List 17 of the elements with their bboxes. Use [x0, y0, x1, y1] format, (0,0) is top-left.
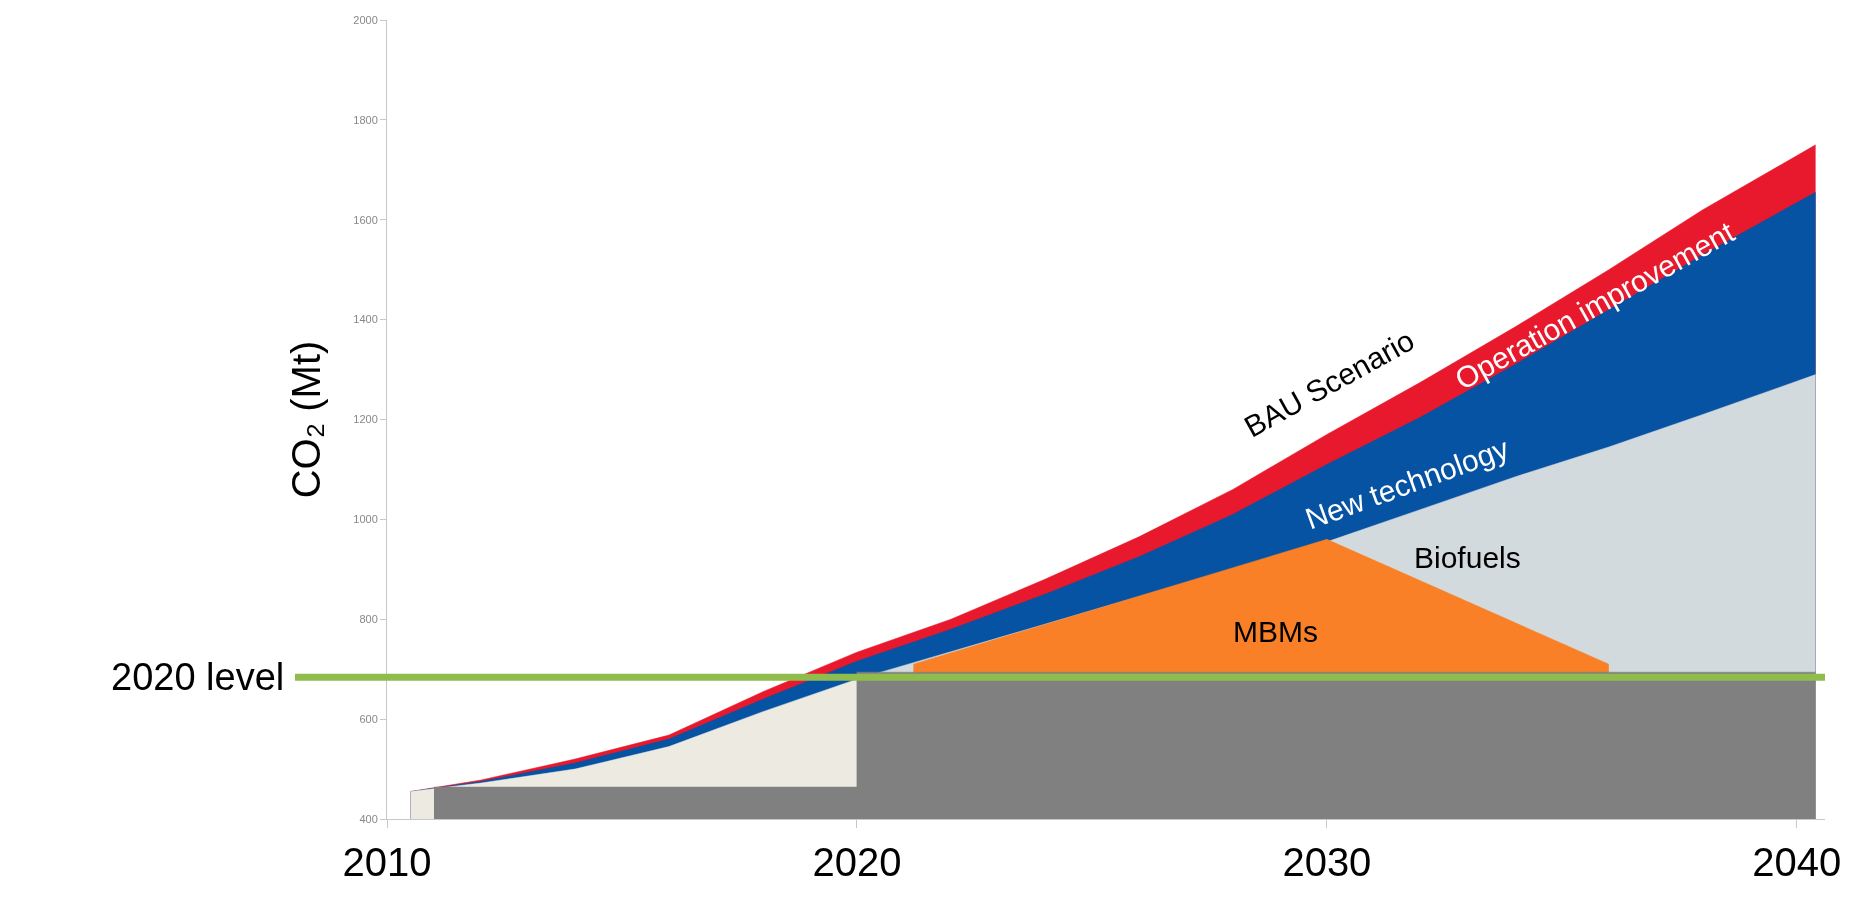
x-tick-label: 2010	[342, 840, 432, 884]
y-tick-label: 1200	[353, 413, 378, 426]
x-tick-label: 2030	[1282, 840, 1372, 884]
y-tick-label: 600	[359, 712, 378, 725]
series-label: MBMs	[1233, 615, 1318, 648]
y-tick-label: 1800	[353, 113, 378, 126]
y-tick-label: 1600	[353, 213, 378, 226]
x-tick-label: 2040	[1752, 840, 1842, 884]
x-tick-label: 2020	[812, 840, 902, 884]
y-tick-label: 2000	[353, 13, 378, 26]
ref-line-label: 2020 level	[111, 656, 285, 698]
y-axis-title: CO₂ (Mt)	[283, 340, 328, 499]
y-tick-label: 800	[359, 613, 378, 626]
y-tick-label: 1000	[353, 513, 378, 526]
series-label: Biofuels	[1414, 541, 1521, 574]
y-tick-label: 400	[359, 812, 378, 825]
y-tick-label: 1400	[353, 313, 378, 326]
